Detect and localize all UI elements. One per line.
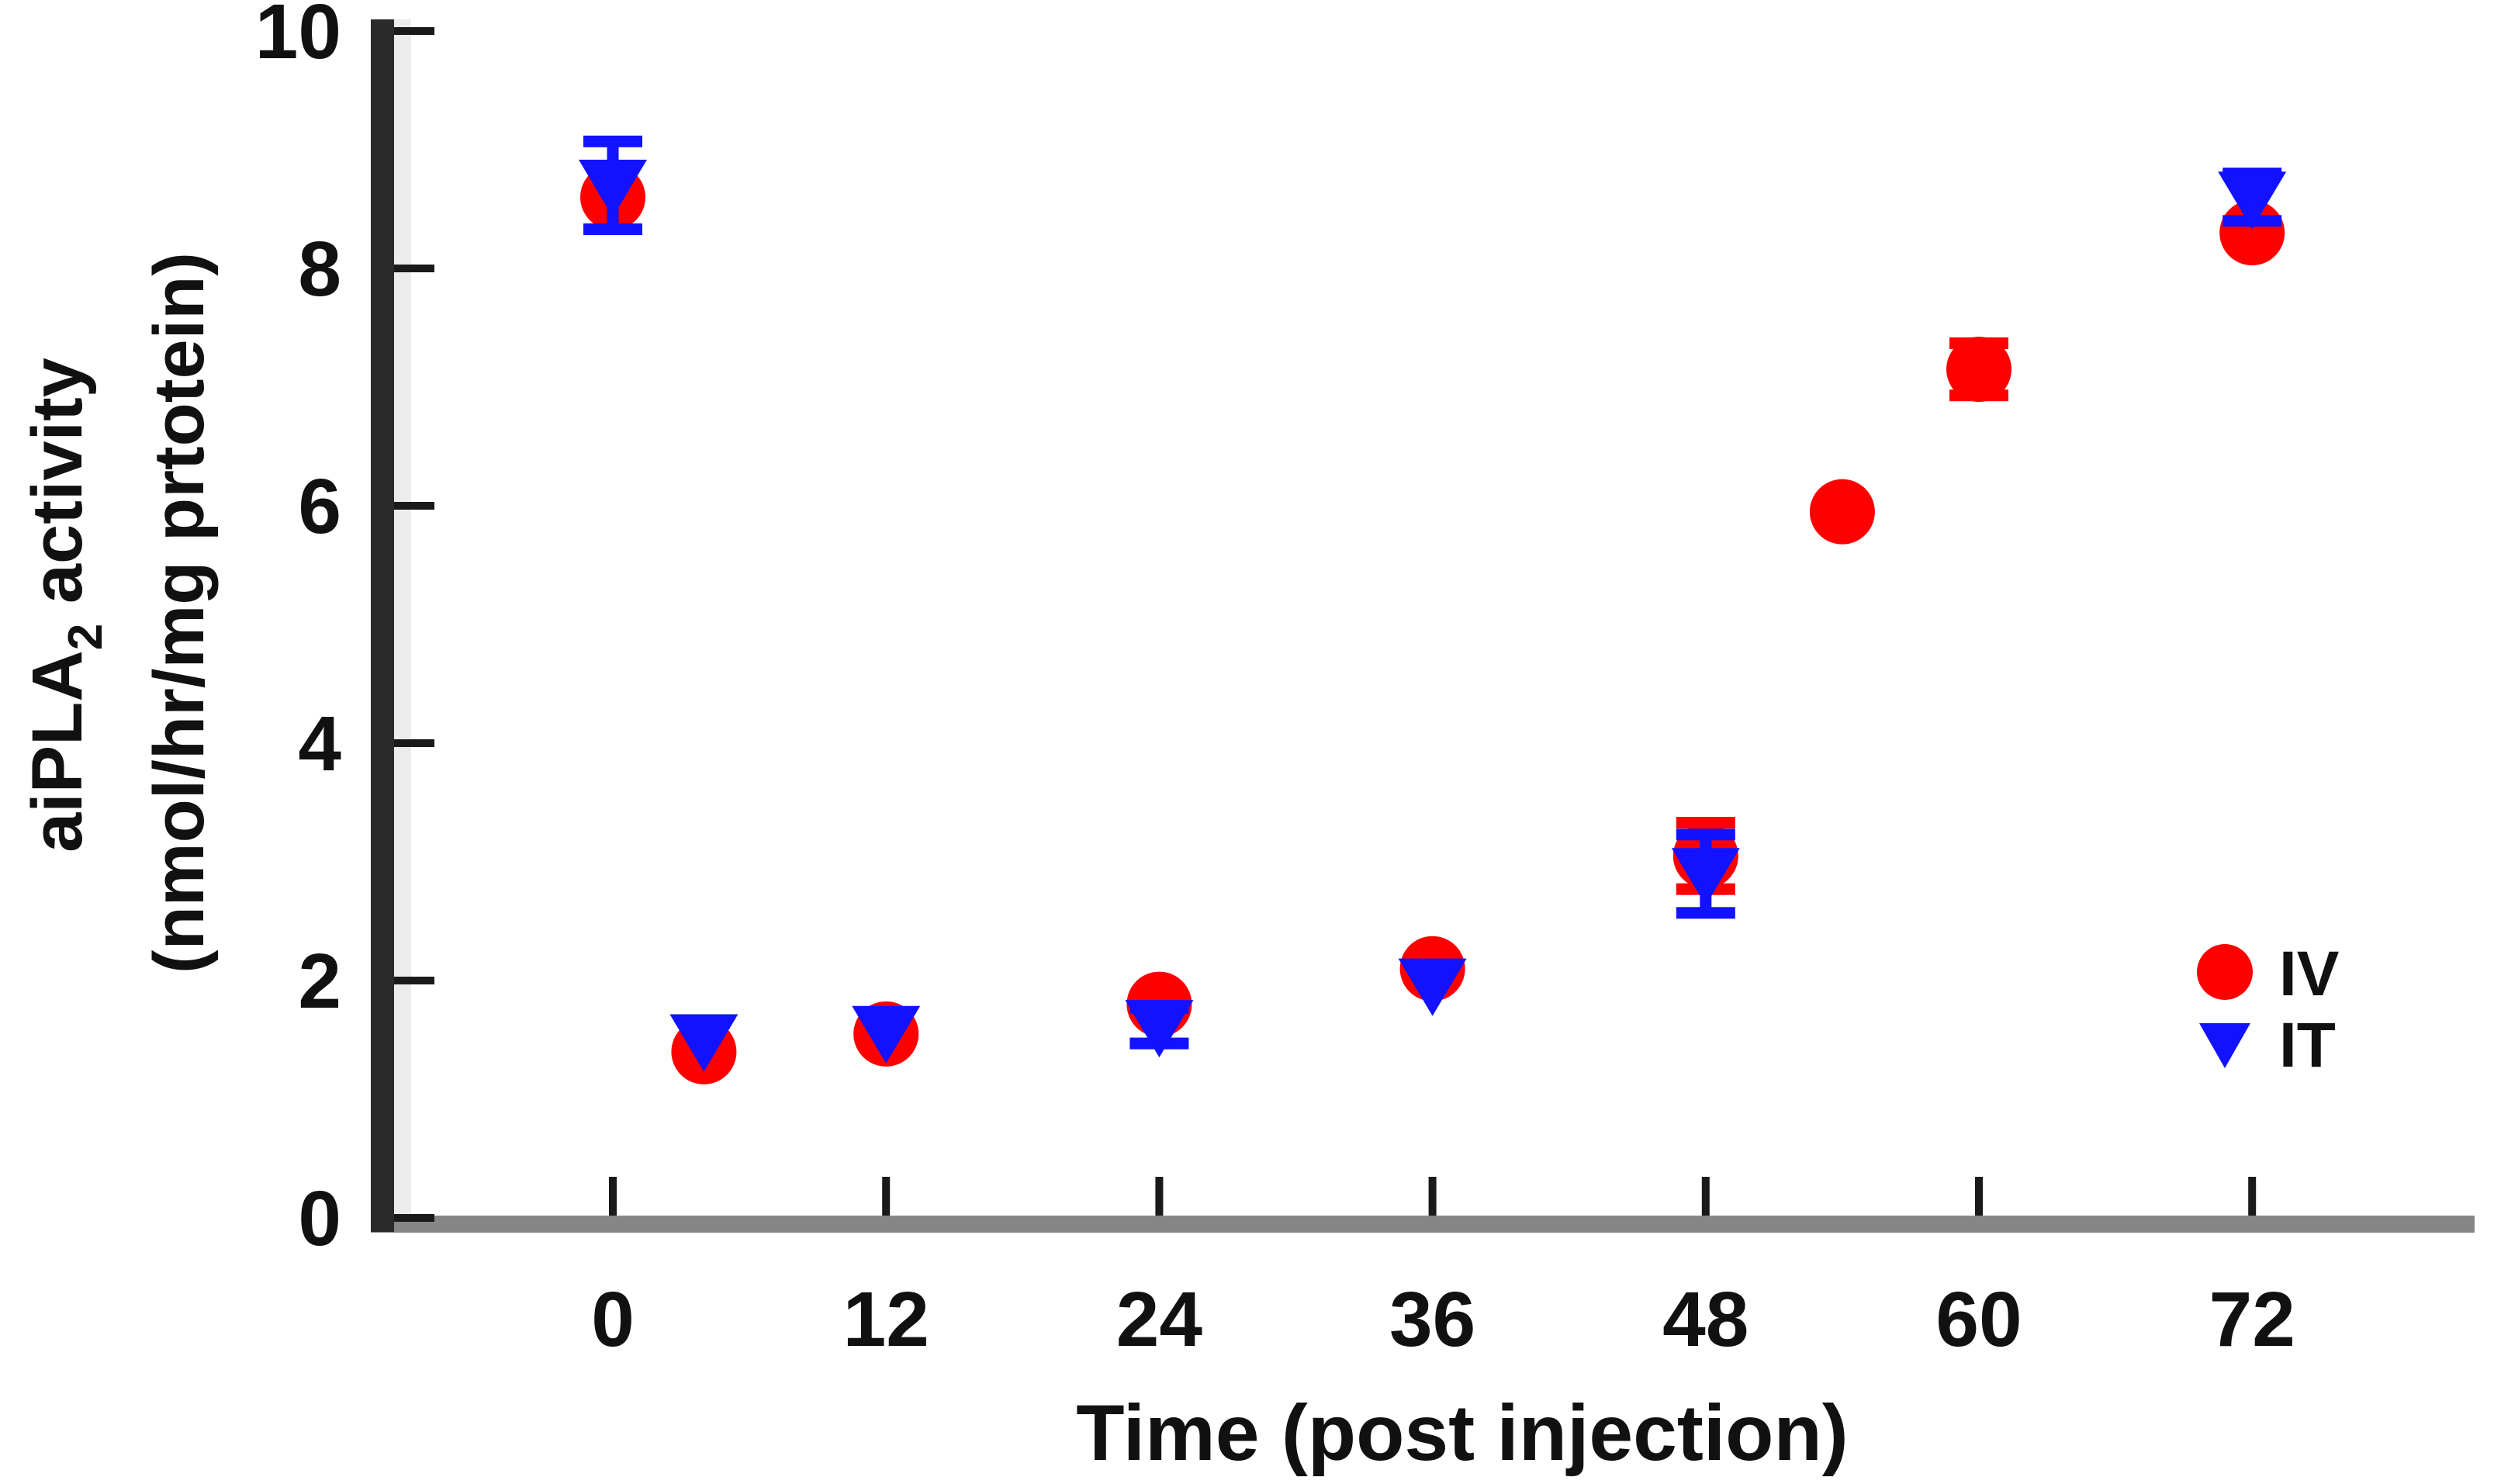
data-point-iv-t60 xyxy=(1946,337,2011,403)
x-axis-line xyxy=(371,1216,2475,1233)
x-tick-12 xyxy=(882,1177,891,1216)
data-point-iv-t54 xyxy=(1809,479,1875,545)
legend-marker-it xyxy=(2199,1023,2250,1068)
y-tick-label-10: 10 xyxy=(255,0,341,75)
x-tick-48 xyxy=(1701,1177,1710,1216)
data-point-it-t24 xyxy=(1125,1000,1194,1058)
y-tick-6 xyxy=(394,502,434,510)
x-tick-label-72: 72 xyxy=(2209,1276,2295,1363)
y-tick-label-4: 4 xyxy=(298,700,341,787)
y-axis-title-line1: aiPLA2 activity xyxy=(18,358,112,853)
y-tick-label-0: 0 xyxy=(298,1175,341,1262)
data-point-it-t0 xyxy=(579,159,647,217)
data-point-it-t48 xyxy=(1671,848,1740,906)
error-bar-cap-top-iv-t48 xyxy=(1676,817,1735,829)
y-tick-label-2: 2 xyxy=(298,938,341,1025)
y-tick-2 xyxy=(394,977,434,984)
x-tick-label-24: 24 xyxy=(1116,1276,1203,1363)
y-axis-shadow xyxy=(394,19,411,1216)
data-point-it-t36 xyxy=(1398,958,1467,1016)
y-axis-title-line2: (nmol/hr/mg prtotein) xyxy=(140,252,219,974)
x-tick-24 xyxy=(1155,1177,1164,1216)
legend-label-iv: IV xyxy=(2279,939,2340,1009)
x-tick-72 xyxy=(2248,1177,2257,1216)
error-bar-cap-bottom-it-t48 xyxy=(1676,907,1735,919)
y-axis-line xyxy=(371,19,394,1232)
x-tick-label-12: 12 xyxy=(843,1276,929,1363)
x-tick-label-36: 36 xyxy=(1389,1276,1475,1363)
x-axis-title: Time (post injection) xyxy=(1076,1389,1849,1477)
x-tick-label-60: 60 xyxy=(1935,1276,2022,1363)
error-bar-cap-bottom-it-t0 xyxy=(583,223,642,236)
y-tick-4 xyxy=(394,739,434,747)
error-bar-cap-top-it-t48 xyxy=(1676,828,1735,841)
x-tick-0 xyxy=(609,1177,617,1216)
y-tick-8 xyxy=(394,265,434,272)
error-bar-cap-top-it-t0 xyxy=(583,135,642,147)
data-point-it-t4 xyxy=(669,1014,739,1072)
data-point-it-t12 xyxy=(852,1005,921,1064)
y-tick-10 xyxy=(394,27,434,35)
legend-label-it: IT xyxy=(2279,1010,2336,1081)
x-tick-60 xyxy=(1975,1177,1983,1216)
legend-marker-iv xyxy=(2197,944,2253,1000)
y-tick-0 xyxy=(394,1214,434,1222)
x-tick-label-48: 48 xyxy=(1662,1276,1749,1363)
x-tick-36 xyxy=(1428,1177,1437,1216)
y-tick-label-8: 8 xyxy=(298,226,341,313)
data-point-it-t72 xyxy=(2218,171,2287,230)
x-tick-label-0: 0 xyxy=(591,1276,635,1363)
y-tick-label-6: 6 xyxy=(298,463,341,550)
